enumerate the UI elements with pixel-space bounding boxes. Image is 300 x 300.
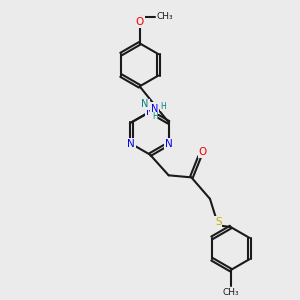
Text: N: N bbox=[146, 106, 154, 117]
Text: CH₃: CH₃ bbox=[157, 12, 174, 21]
Text: S: S bbox=[215, 217, 222, 226]
Text: O: O bbox=[198, 147, 207, 157]
Text: H: H bbox=[152, 103, 158, 112]
Text: N: N bbox=[165, 139, 172, 149]
Text: N: N bbox=[151, 104, 159, 114]
Text: N: N bbox=[128, 139, 135, 149]
Text: H: H bbox=[152, 112, 158, 122]
Text: CH₃: CH₃ bbox=[222, 288, 239, 297]
Text: O: O bbox=[136, 17, 144, 27]
Text: H: H bbox=[160, 102, 166, 111]
Text: N: N bbox=[141, 99, 149, 109]
